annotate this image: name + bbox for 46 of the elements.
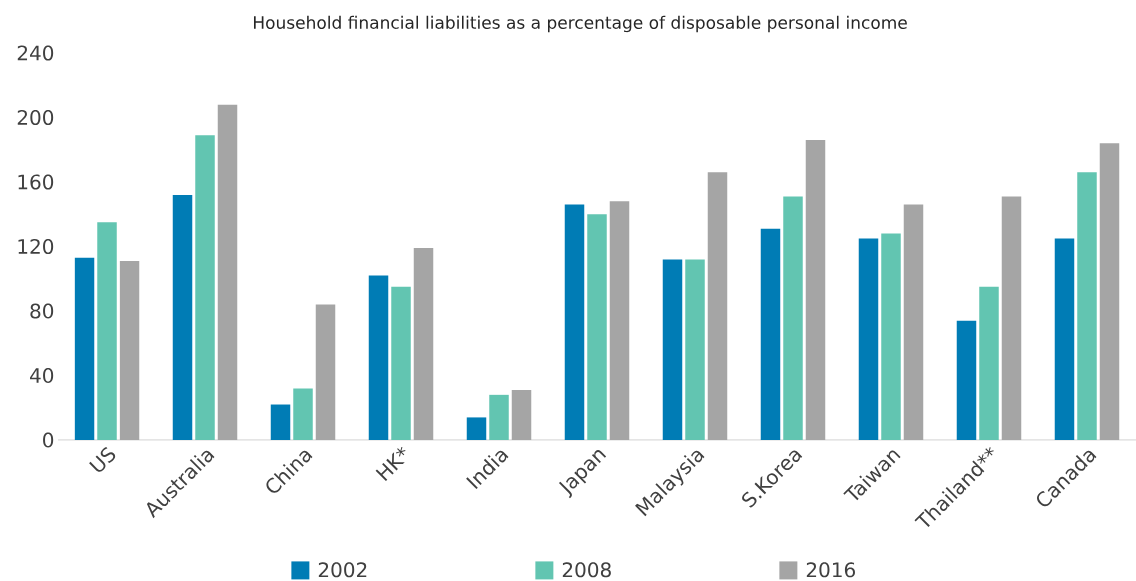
bar xyxy=(805,140,826,440)
y-tick-label: 40 xyxy=(30,367,54,384)
chart-title: Household financial liabilities as a percentage of disposable personal income xyxy=(253,15,907,33)
bar xyxy=(760,228,781,440)
bar xyxy=(1099,143,1120,440)
legend-label: 2002 xyxy=(318,562,367,578)
bar xyxy=(270,404,291,440)
bar xyxy=(172,194,193,440)
x-tick-label: US xyxy=(89,446,116,472)
bar xyxy=(413,248,434,440)
bar xyxy=(97,222,117,440)
y-tick-label: 240 xyxy=(17,45,54,61)
bar xyxy=(564,204,585,440)
bar xyxy=(881,233,901,440)
bar xyxy=(74,257,95,440)
y-tick-label: 160 xyxy=(18,174,54,190)
bar xyxy=(511,390,532,440)
bar xyxy=(858,238,879,440)
y-tick-label: 200 xyxy=(17,109,54,126)
bar xyxy=(315,304,336,440)
bar xyxy=(956,320,977,440)
bar xyxy=(783,196,803,440)
bar xyxy=(587,214,607,440)
bar xyxy=(195,135,215,440)
bar xyxy=(903,204,924,440)
bar xyxy=(391,286,411,440)
legend-label: 2008 xyxy=(562,562,611,578)
bar xyxy=(685,259,705,440)
bar xyxy=(489,394,509,440)
bar xyxy=(979,286,999,440)
y-tick-label: 0 xyxy=(43,432,54,448)
bar xyxy=(609,201,630,440)
bar xyxy=(119,261,140,440)
bar xyxy=(368,275,389,440)
bar xyxy=(707,172,728,440)
legend-label: 2016 xyxy=(806,562,855,578)
bar xyxy=(217,104,238,440)
bar xyxy=(662,259,683,440)
y-tick-label: 120 xyxy=(18,238,54,255)
bar xyxy=(1001,196,1022,440)
bar xyxy=(1054,238,1075,440)
y-tick-label: 80 xyxy=(30,303,54,319)
bar xyxy=(466,417,487,440)
x-tick-label: HK* xyxy=(375,447,406,482)
bar xyxy=(1077,172,1097,440)
bar xyxy=(293,388,313,440)
